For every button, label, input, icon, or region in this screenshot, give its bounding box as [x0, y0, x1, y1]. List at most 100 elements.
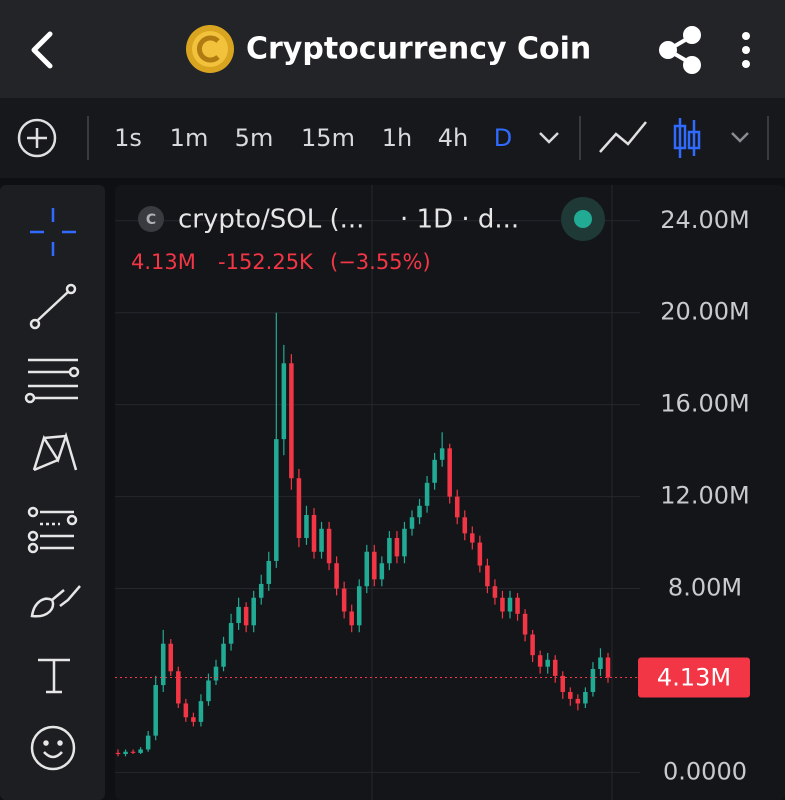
candle-body — [296, 478, 302, 538]
emoji-tool[interactable] — [30, 725, 76, 771]
candle-body — [387, 537, 392, 564]
candle-body — [138, 749, 143, 753]
symbol: crypto/SOL (... — [178, 205, 364, 235]
candle-body — [462, 517, 468, 534]
candle-body — [590, 668, 596, 692]
add-indicator[interactable] — [17, 118, 57, 158]
timeframe[interactable]: D — [494, 124, 512, 152]
line-chart-type[interactable] — [599, 121, 647, 153]
toolbar — [0, 98, 785, 178]
timeframes: 1s 1m 5m 15m 1h 4h D — [114, 124, 512, 152]
candle-body — [432, 459, 437, 483]
timeframe[interactable]: 4h — [438, 124, 468, 152]
candle-body — [485, 565, 490, 587]
candle-body — [289, 363, 294, 479]
y-tick-label: 12.00M — [660, 482, 749, 510]
candle-body — [598, 657, 603, 669]
more-button[interactable] — [742, 32, 750, 68]
candle-body — [560, 675, 566, 692]
candle-body — [454, 496, 460, 518]
candle-body — [153, 685, 158, 736]
candle-body — [311, 514, 317, 552]
candle-body — [130, 751, 136, 753]
timeframe-dropdown[interactable] — [539, 132, 559, 144]
symbol-icon-letter: C — [146, 212, 156, 228]
grid: 24.00M 20.00M 16.00M 12.00M 8.00M 0.0000 — [115, 206, 750, 785]
candle-body — [206, 680, 211, 702]
candle-body — [168, 643, 174, 672]
last-price-label: 4.13M — [657, 663, 731, 691]
candle-body — [409, 517, 415, 529]
candle-body — [522, 613, 528, 635]
candle-body — [372, 551, 377, 580]
candle-body — [515, 597, 520, 614]
candle-body — [575, 698, 581, 704]
text-tool[interactable] — [38, 658, 70, 694]
candle-body — [470, 533, 475, 543]
price-line: 4.13M — [115, 657, 750, 698]
candle-body — [530, 634, 535, 656]
app-title: Cryptocurrency Coin — [246, 32, 591, 67]
coin-icon — [186, 25, 234, 73]
crosshair-tool[interactable] — [30, 208, 76, 256]
candle-body — [123, 751, 128, 755]
candle-body — [243, 606, 249, 626]
candle-body — [402, 528, 407, 557]
candle-body — [568, 691, 573, 699]
candle-body — [258, 583, 264, 598]
app-bar — [0, 0, 785, 98]
candle-body — [424, 482, 430, 506]
change-percent: (−3.55%) — [330, 250, 431, 274]
candle-body — [251, 597, 256, 626]
candle-body — [341, 588, 347, 612]
timeframe[interactable]: 1h — [382, 124, 412, 152]
candle-body — [236, 606, 241, 624]
candle-body — [492, 586, 498, 598]
interval: · 1D · d... — [400, 205, 519, 235]
candle-body — [228, 623, 234, 644]
candle-body — [583, 691, 588, 704]
parallel-lines-tool[interactable] — [24, 358, 80, 404]
candle-body — [439, 448, 445, 460]
candle-body — [364, 551, 370, 587]
candle-body — [213, 666, 219, 681]
timeframe[interactable]: 1s — [114, 124, 142, 152]
candles — [115, 312, 611, 757]
trend-line-tool[interactable] — [29, 283, 77, 330]
candle-body — [537, 655, 543, 667]
candle-body — [221, 643, 226, 667]
share-button[interactable] — [659, 26, 701, 74]
candle-body — [281, 363, 287, 440]
candle-body — [160, 643, 166, 686]
timeframe[interactable]: 1m — [170, 124, 209, 152]
last-price-badge — [638, 657, 750, 698]
candle-body — [198, 701, 204, 722]
fib-tool[interactable] — [27, 506, 78, 554]
candle-body — [115, 752, 121, 755]
candle-body — [266, 560, 272, 584]
candle-body — [477, 542, 483, 566]
candle-body — [183, 703, 189, 718]
pattern-tool[interactable] — [32, 431, 78, 472]
symbol-icon — [138, 206, 164, 232]
chart-type-dropdown[interactable] — [731, 132, 749, 143]
back-button[interactable] — [31, 31, 53, 69]
timeframe[interactable]: 5m — [235, 124, 274, 152]
y-tick-label: 20.00M — [660, 298, 749, 326]
candle-body — [334, 563, 339, 589]
market-status-dot — [574, 210, 592, 228]
candle-body — [447, 448, 452, 497]
candle-body — [274, 439, 279, 561]
candle-chart-type[interactable] — [673, 118, 701, 158]
candle-body — [356, 586, 362, 626]
y-tick-label: 16.00M — [660, 390, 749, 418]
brush-tool[interactable] — [30, 585, 81, 618]
candle-body — [552, 659, 558, 676]
candle-body — [145, 735, 151, 750]
candle-body — [605, 657, 611, 678]
candle-body — [349, 611, 354, 626]
candle-body — [379, 563, 385, 580]
timeframe[interactable]: 15m — [301, 124, 355, 152]
candle-body — [319, 528, 324, 552]
